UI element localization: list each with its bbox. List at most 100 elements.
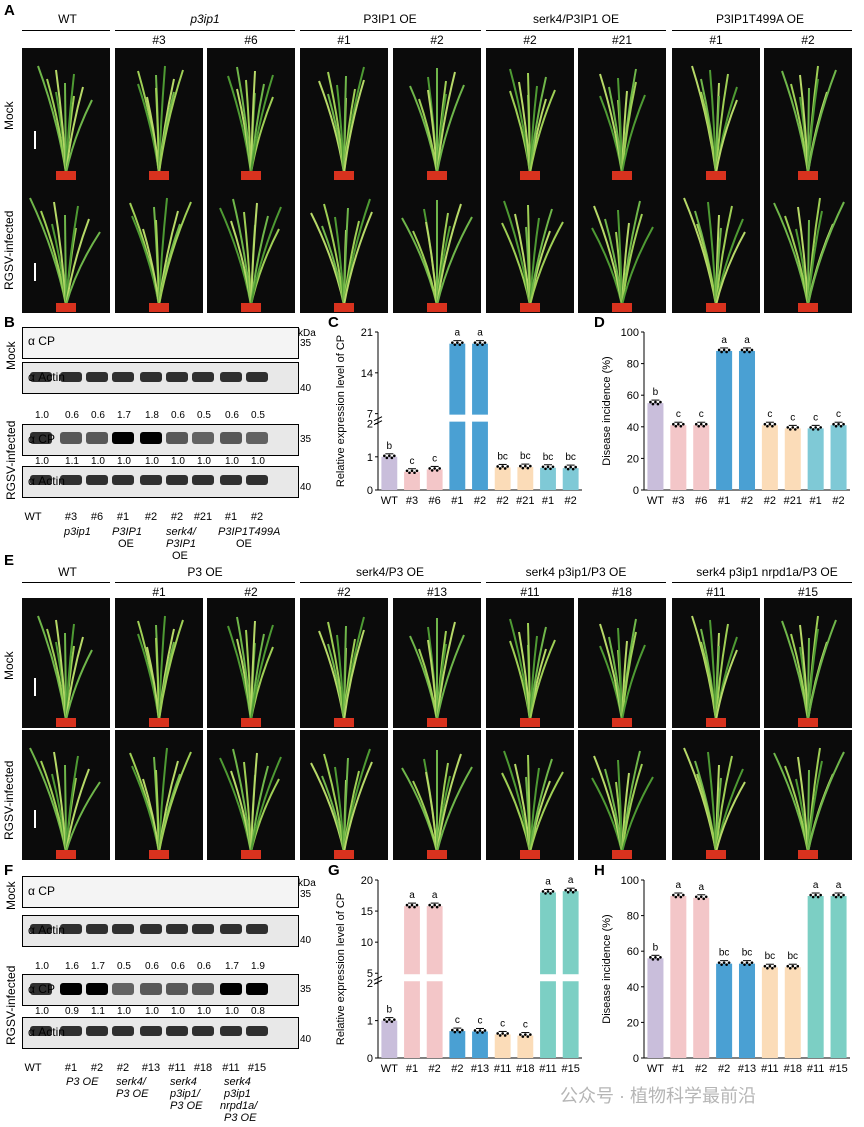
data-point (679, 424, 683, 428)
data-point (551, 465, 555, 469)
marker-35: 35 (300, 434, 312, 445)
blot-band (86, 372, 108, 382)
data-point (529, 1033, 532, 1036)
data-point (430, 469, 434, 472)
blot-band (112, 924, 134, 934)
data-point (814, 893, 817, 897)
y-axis-label: Relative expression level of CP (335, 335, 347, 487)
genotype-label: serk4/ (116, 1076, 146, 1088)
line-label: #1 (337, 33, 351, 47)
blot-band (140, 924, 162, 934)
line-label: #1 (709, 33, 723, 47)
bar (540, 467, 556, 490)
data-point (451, 1028, 454, 1032)
data-point (788, 966, 792, 970)
plant-photo (207, 730, 295, 860)
data-point (405, 469, 409, 473)
data-point (433, 903, 436, 907)
line-label: #21 (611, 33, 633, 47)
data-point (438, 903, 441, 907)
genotype-label: serk4/ (166, 526, 196, 538)
bar (404, 906, 420, 1058)
lane-label: WT (24, 1062, 42, 1074)
significance-letter: b (387, 1005, 393, 1016)
data-point (405, 903, 409, 907)
line-label: #2 (244, 585, 258, 599)
significance-letter: c (523, 1020, 528, 1031)
data-point (413, 471, 416, 475)
blot-band (220, 983, 242, 995)
lane-label: #11 (222, 1062, 240, 1074)
chart-d: Disease incidence (%) 0 20 40 60 80 100 b WT c #3 c… (601, 327, 850, 507)
data-point (672, 422, 675, 426)
significance-letter: c (836, 409, 841, 420)
data-point (816, 895, 820, 899)
category-label: #2 (741, 495, 753, 507)
category-label: #15 (829, 1063, 847, 1075)
y-tick-label: 20 (627, 1017, 639, 1029)
category-label: #11 (807, 1063, 825, 1075)
plant-photo (300, 48, 388, 181)
blot-band (192, 924, 214, 934)
category-label: #1 (672, 1063, 684, 1075)
category-label: #2 (451, 1063, 463, 1075)
category-label: #2 (832, 495, 844, 507)
band-quant: 1.0 (35, 410, 49, 421)
data-point (679, 895, 683, 899)
data-point (788, 428, 792, 431)
bar (807, 896, 824, 1058)
genotype-label: P3 OE (66, 1076, 99, 1088)
band-quant: 1.0 (197, 1006, 211, 1017)
data-point (786, 426, 790, 429)
data-point (717, 348, 721, 352)
plant-photo (486, 48, 574, 181)
blot-band (192, 432, 214, 444)
data-point (694, 422, 698, 426)
y-tick-label: 0 (633, 1053, 639, 1065)
line-label: #6 (244, 33, 258, 47)
band-quant: 1.0 (251, 456, 265, 467)
significance-letter: c (813, 412, 818, 423)
blot-band (30, 432, 52, 444)
band-quant: 1.7 (117, 410, 131, 421)
data-point (393, 1018, 396, 1021)
data-point (720, 963, 723, 966)
band-quant: 1.7 (91, 961, 105, 972)
panel-label-f: F (4, 862, 14, 879)
data-point (832, 422, 835, 426)
panel-label-c: C (328, 314, 339, 331)
category-label: #1 (542, 495, 554, 507)
bar-break (471, 414, 489, 422)
data-point (649, 956, 652, 959)
data-point (496, 465, 499, 468)
band-quant: 1.9 (251, 961, 265, 972)
data-point (476, 1031, 479, 1034)
blot-cp-mock (22, 327, 299, 359)
significance-letter: a (545, 876, 551, 887)
genotype-label: OE (172, 550, 188, 562)
blot-band (220, 1026, 242, 1036)
data-point (659, 400, 662, 404)
data-point (699, 422, 703, 426)
significance-letter: c (478, 1015, 483, 1026)
bar (693, 425, 710, 490)
line-label: #2 (801, 33, 815, 47)
data-point (694, 895, 698, 899)
lane-label: #1 (224, 511, 238, 523)
line-label: #2 (337, 585, 351, 599)
significance-letter: c (676, 409, 681, 420)
plant-photo (672, 598, 760, 728)
data-point (461, 341, 464, 344)
data-point (771, 424, 774, 428)
data-point (546, 465, 550, 469)
band-quant: 1.7 (225, 961, 239, 972)
band-quant: 1.0 (91, 456, 105, 467)
category-label: #6 (695, 495, 707, 507)
data-point (438, 467, 441, 470)
blot-band (30, 983, 52, 995)
data-point (453, 343, 457, 346)
data-point (574, 888, 577, 892)
significance-letter: c (410, 456, 415, 467)
y-tick-label: 7 (367, 409, 373, 421)
data-point (456, 1028, 459, 1032)
